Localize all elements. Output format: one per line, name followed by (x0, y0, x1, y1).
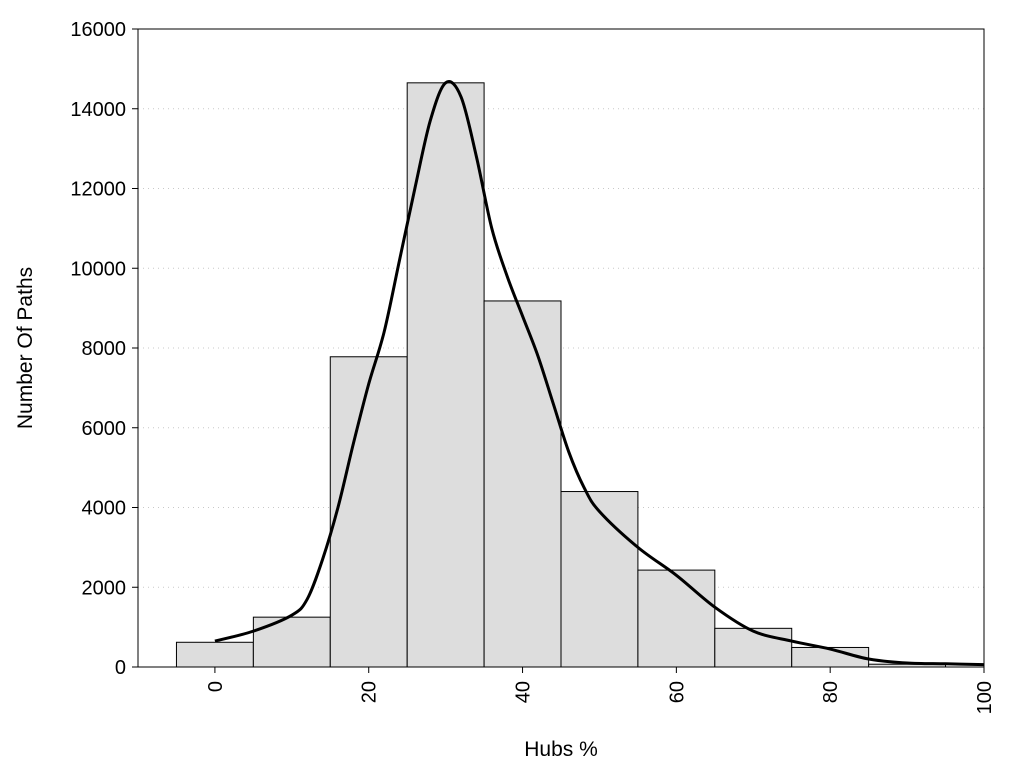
bar-3 (406, 82, 485, 668)
y-axis-title: Number Of Paths (14, 267, 37, 429)
x-tick-label-4: 80 (820, 681, 842, 703)
x-axis-ticks: 0 20 40 60 80 100 (205, 667, 996, 714)
bar-6 (637, 569, 716, 668)
bar-7 (714, 627, 793, 668)
y-tick-label-0: 0 (115, 657, 126, 679)
y-tick-label-5: 10000 (70, 258, 126, 280)
x-tick-label-2: 40 (513, 681, 535, 703)
x-axis-title: Hubs % (524, 738, 598, 761)
x-tick-label-1: 20 (359, 681, 381, 703)
y-tick-label-2: 4000 (82, 498, 127, 520)
bar-1 (252, 616, 331, 668)
bar-2 (329, 356, 408, 668)
y-axis-ticks: 0 2000 4000 6000 8000 10000 12000 14000 16000 (70, 19, 138, 679)
y-tick-label-8: 16000 (70, 19, 126, 41)
y-tick-label-1: 2000 (82, 577, 127, 599)
bar-4 (483, 300, 562, 668)
x-tick-label-5: 100 (974, 681, 996, 714)
y-tick-label-7: 14000 (70, 99, 126, 121)
bar-5 (560, 491, 639, 668)
density-curve (214, 80, 985, 667)
x-tick-label-3: 60 (666, 681, 688, 703)
x-tick-label-0: 0 (205, 681, 227, 692)
gridlines (138, 108, 984, 588)
density-curve-line (214, 80, 985, 667)
bar-0 (175, 641, 254, 668)
y-tick-label-3: 6000 (82, 418, 127, 440)
histogram-bars (175, 82, 947, 668)
y-tick-label-4: 8000 (82, 338, 127, 360)
y-tick-label-6: 12000 (70, 179, 126, 201)
